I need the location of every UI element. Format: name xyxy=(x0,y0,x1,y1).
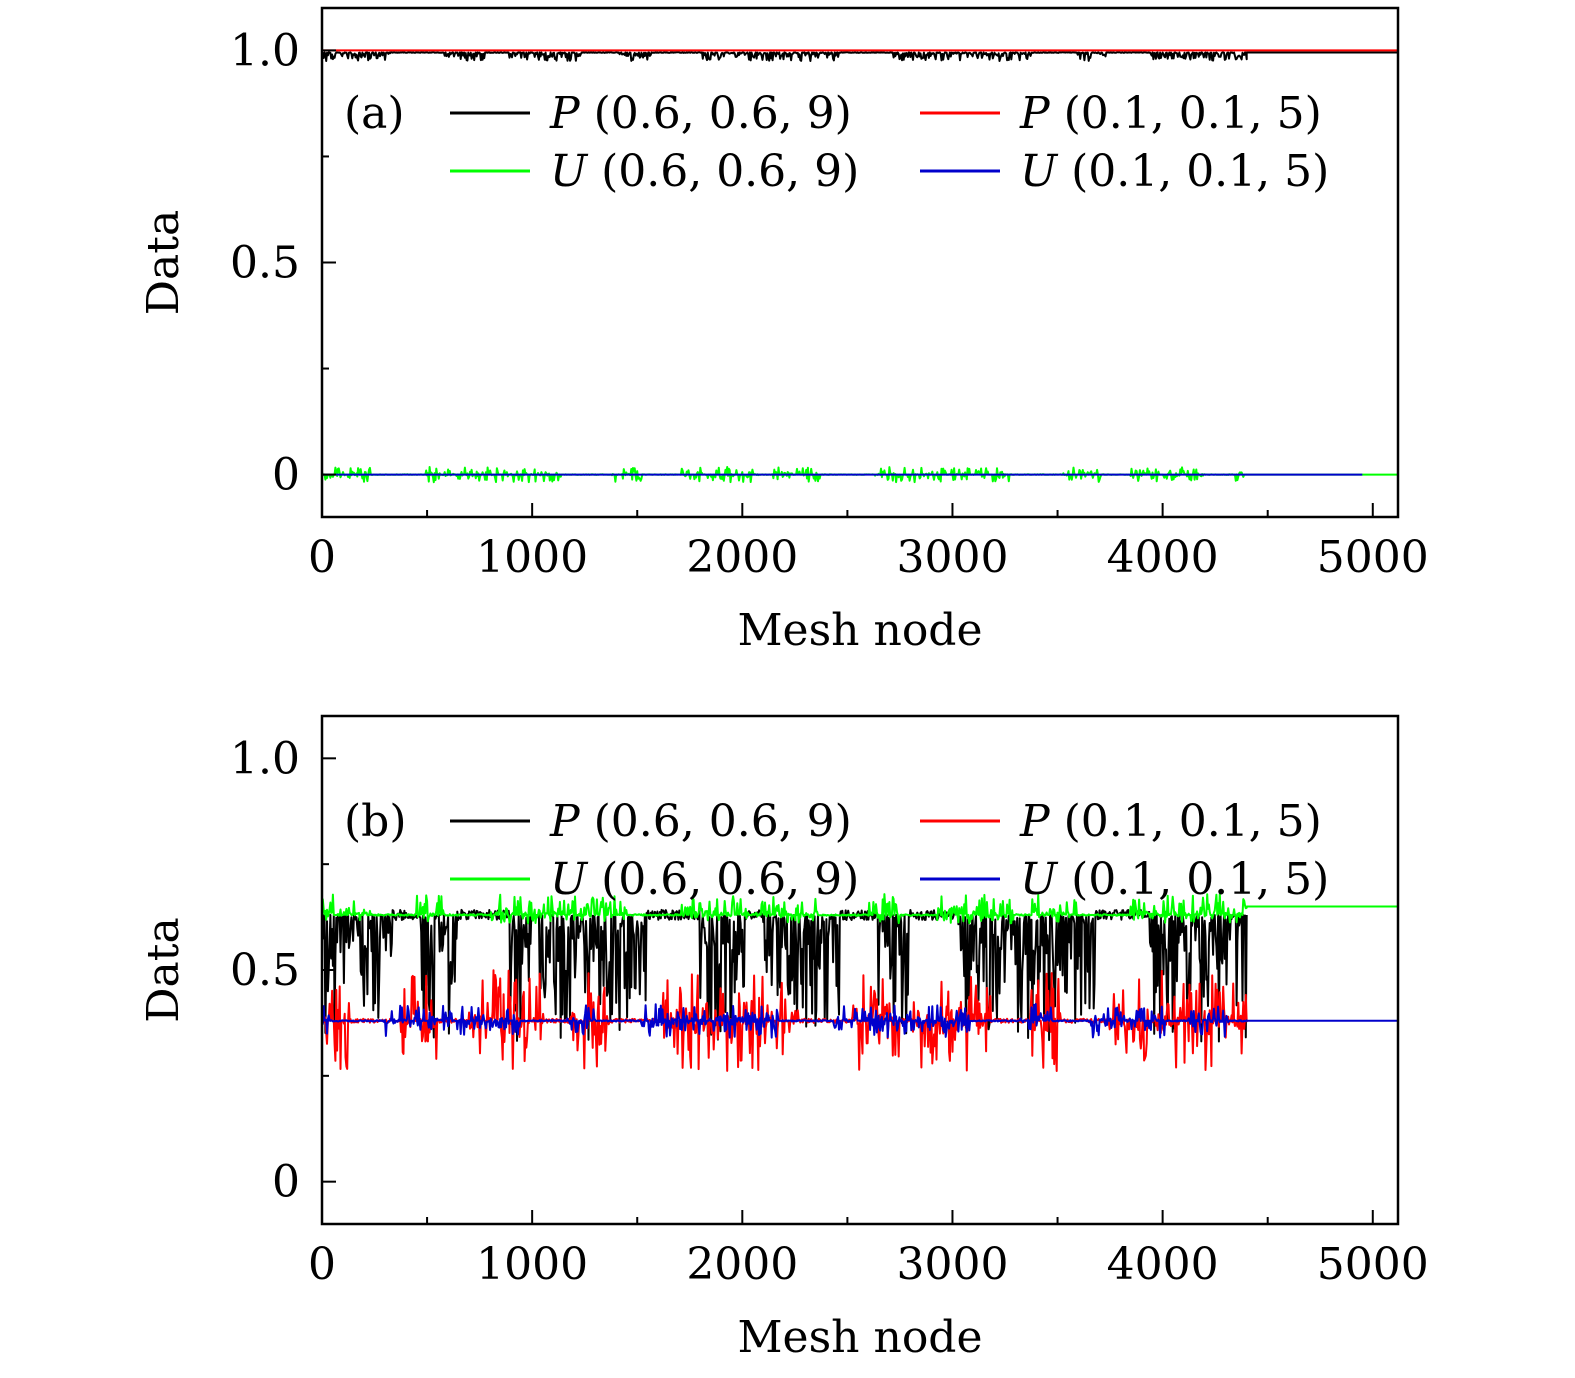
legend-item-2: U (0.6, 0.6, 9) xyxy=(450,854,859,905)
panel-label: (a) xyxy=(344,88,405,139)
x-tick-label: 3000 xyxy=(896,1239,1008,1290)
x-tick-label: 2000 xyxy=(686,1239,798,1290)
x-tick-label: 4000 xyxy=(1107,1239,1219,1290)
legend-item-2: U (0.6, 0.6, 9) xyxy=(450,146,859,197)
x-tick-label: 1000 xyxy=(476,1239,588,1290)
y-tick-label: 0.5 xyxy=(230,238,300,289)
chart-panel-1: 0 1000 2000 3000 4000 5000 0 0.5 1.0 Mesh node Dat… xyxy=(138,6,1429,656)
legend-label: P (0.6, 0.6, 9) xyxy=(549,88,852,139)
legend-item-1: P (0.6, 0.6, 9) xyxy=(450,796,852,847)
x-tick-label: 5000 xyxy=(1317,1239,1429,1290)
y-tick-label: 0.5 xyxy=(230,945,300,996)
y-tick-label: 1.0 xyxy=(230,25,300,76)
x-tick-label: 3000 xyxy=(896,532,1008,583)
x-tick-label: 0 xyxy=(308,532,336,583)
x-tick-label: 5000 xyxy=(1317,532,1429,583)
legend-label: U (0.1, 0.1, 5) xyxy=(1020,854,1329,905)
plot-frame xyxy=(320,6,1400,519)
legend: P (0.6, 0.6, 9) U (0.6, 0.6, 9) P (0.1, 0.… xyxy=(450,88,1329,197)
panel-label: (b) xyxy=(344,796,407,847)
series-group xyxy=(322,49,1398,484)
series-line-4 xyxy=(322,1003,1398,1039)
legend-item-4: U (0.1, 0.1, 5) xyxy=(920,146,1329,197)
x-tick-label: 0 xyxy=(308,1239,336,1290)
legend-label: P (0.1, 0.1, 5) xyxy=(1019,88,1322,139)
y-tick-label: 0 xyxy=(272,1157,300,1208)
legend-label: P (0.6, 0.6, 9) xyxy=(549,796,852,847)
legend-item-1: P (0.6, 0.6, 9) xyxy=(450,88,852,139)
legend-item-3: P (0.1, 0.1, 5) xyxy=(920,796,1322,847)
y-tick-label: 1.0 xyxy=(230,733,300,784)
legend-label: U (0.1, 0.1, 5) xyxy=(1020,146,1329,197)
x-tick-label: 2000 xyxy=(686,532,798,583)
y-tick-label: 0 xyxy=(272,450,300,501)
legend-item-4: U (0.1, 0.1, 5) xyxy=(920,854,1329,905)
series-line-1 xyxy=(322,51,1398,62)
legend-label: U (0.6, 0.6, 9) xyxy=(550,854,859,905)
legend-item-3: P (0.1, 0.1, 5) xyxy=(920,88,1322,139)
legend: P (0.6, 0.6, 9) U (0.6, 0.6, 9) P (0.1, 0.… xyxy=(450,796,1329,905)
legend-label: U (0.6, 0.6, 9) xyxy=(550,146,859,197)
x-tick-label: 4000 xyxy=(1107,532,1219,583)
series-group xyxy=(322,892,1398,1072)
x-axis-label: Mesh node xyxy=(737,605,982,656)
y-axis-label: Data xyxy=(138,210,189,315)
x-axis-label: Mesh node xyxy=(737,1312,982,1363)
x-tick-label: 1000 xyxy=(476,532,588,583)
legend-label: P (0.1, 0.1, 5) xyxy=(1019,796,1322,847)
chart-panel-2: 0 1000 2000 3000 4000 5000 0 0.5 1.0 Mesh node Dat… xyxy=(138,714,1429,1363)
y-axis-label: Data xyxy=(138,917,189,1022)
series-line-2 xyxy=(322,892,1398,925)
